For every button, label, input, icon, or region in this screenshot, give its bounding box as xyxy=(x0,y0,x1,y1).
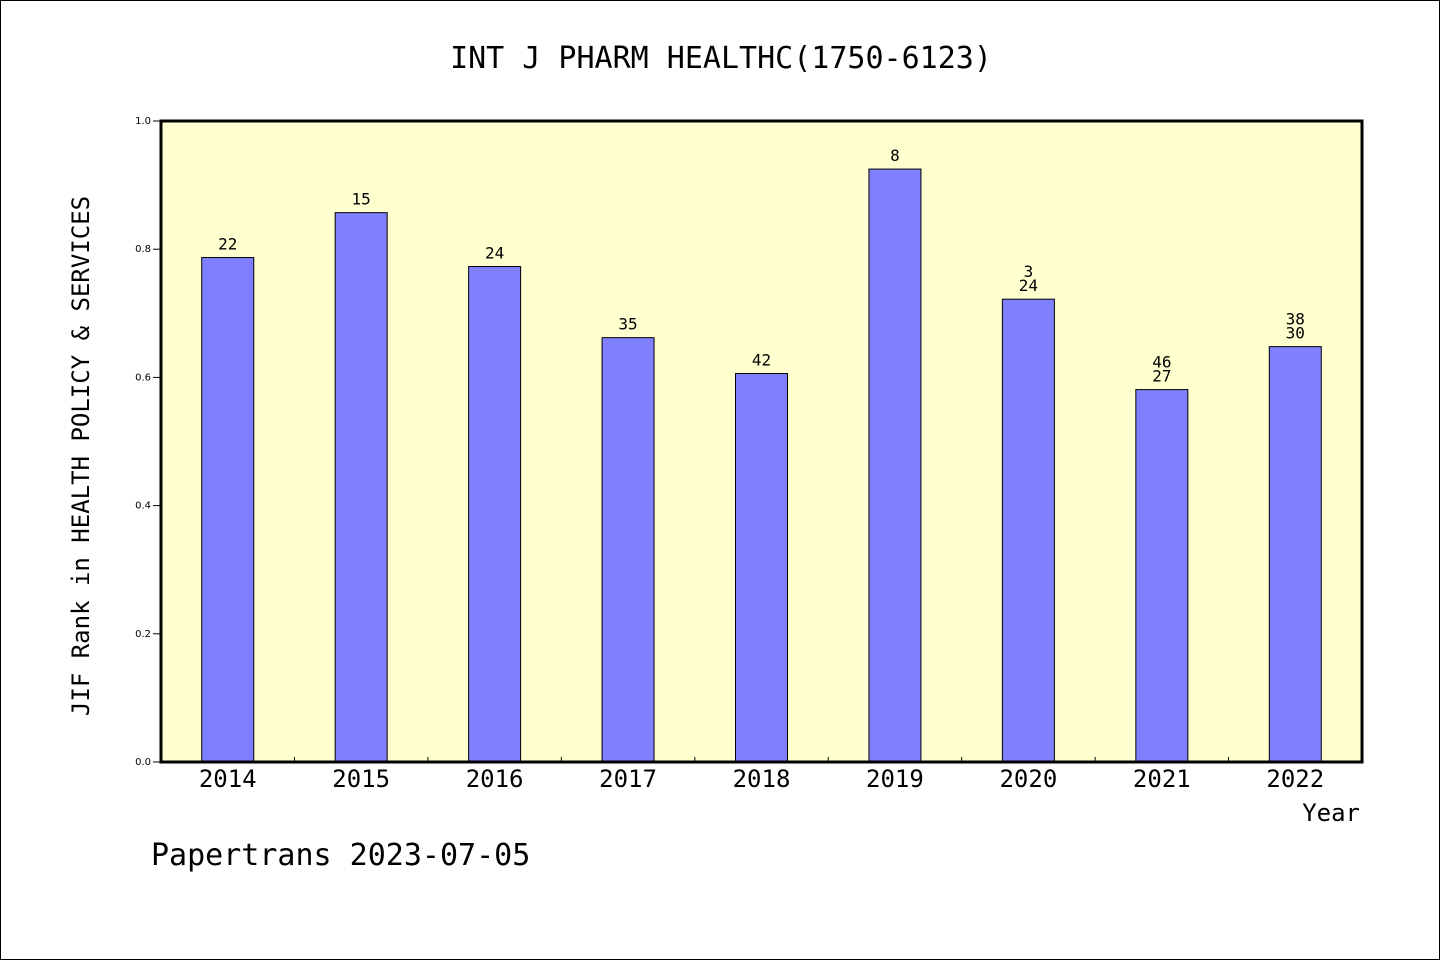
x-tick-label: 2019 xyxy=(866,765,924,793)
x-tick-label: 2018 xyxy=(733,765,791,793)
bar xyxy=(601,337,655,763)
x-tick-label: 2021 xyxy=(1133,765,1191,793)
bar-value-label: 38 xyxy=(1286,310,1305,329)
y-axis: 0.0 0.2 0.4 0.6 0.8 1.0 xyxy=(135,116,161,768)
bar-value-label: 8 xyxy=(890,146,900,165)
y-tick-label: 0.8 xyxy=(135,244,151,255)
chart-title: INT J PHARM HEALTHC(1750-6123) xyxy=(450,41,992,76)
bar xyxy=(1001,298,1055,763)
x-axis: 2014 2015 2016 2017 2018 2019 2020 2021 2022 xyxy=(199,757,1324,793)
y-tick-label: 0.4 xyxy=(135,501,151,512)
x-tick-label: 2016 xyxy=(466,765,524,793)
bar-value-label: 3 xyxy=(1024,262,1034,281)
bar-value-label: 24 xyxy=(485,244,504,263)
x-axis-label: Year xyxy=(1302,799,1360,827)
bar-value-label: 35 xyxy=(618,315,637,334)
x-tick-label: 2020 xyxy=(999,765,1057,793)
bars-group xyxy=(201,168,1322,763)
y-tick-label: 1.0 xyxy=(135,116,151,127)
bar xyxy=(868,168,922,763)
y-tick-label: 0.2 xyxy=(135,629,151,640)
x-tick-label: 2022 xyxy=(1266,765,1324,793)
y-axis-label: JIF Rank in HEALTH POLICY & SERVICES xyxy=(67,196,95,716)
bar-value-label: 46 xyxy=(1152,353,1171,372)
bar xyxy=(334,212,388,763)
y-tick-label: 0.0 xyxy=(135,757,151,768)
bar-value-label: 22 xyxy=(218,235,237,254)
bar xyxy=(1268,346,1322,763)
bar-value-label: 42 xyxy=(752,351,771,370)
bar xyxy=(1135,389,1189,763)
plot-border xyxy=(159,119,1364,764)
footer-text: Papertrans 2023-07-05 xyxy=(151,838,530,873)
bar xyxy=(468,266,522,763)
x-tick-label: 2015 xyxy=(332,765,390,793)
bar xyxy=(735,373,788,763)
bar-value-label: 27 xyxy=(1152,367,1171,386)
y-tick-label: 0.6 xyxy=(135,372,151,383)
x-tick-label: 2017 xyxy=(599,765,657,793)
bar-value-label: 30 xyxy=(1286,324,1305,343)
bar-value-label: 24 xyxy=(1019,276,1038,295)
x-tick-label: 2014 xyxy=(199,765,257,793)
bar-value-label: 15 xyxy=(352,190,371,209)
bar xyxy=(201,257,255,763)
